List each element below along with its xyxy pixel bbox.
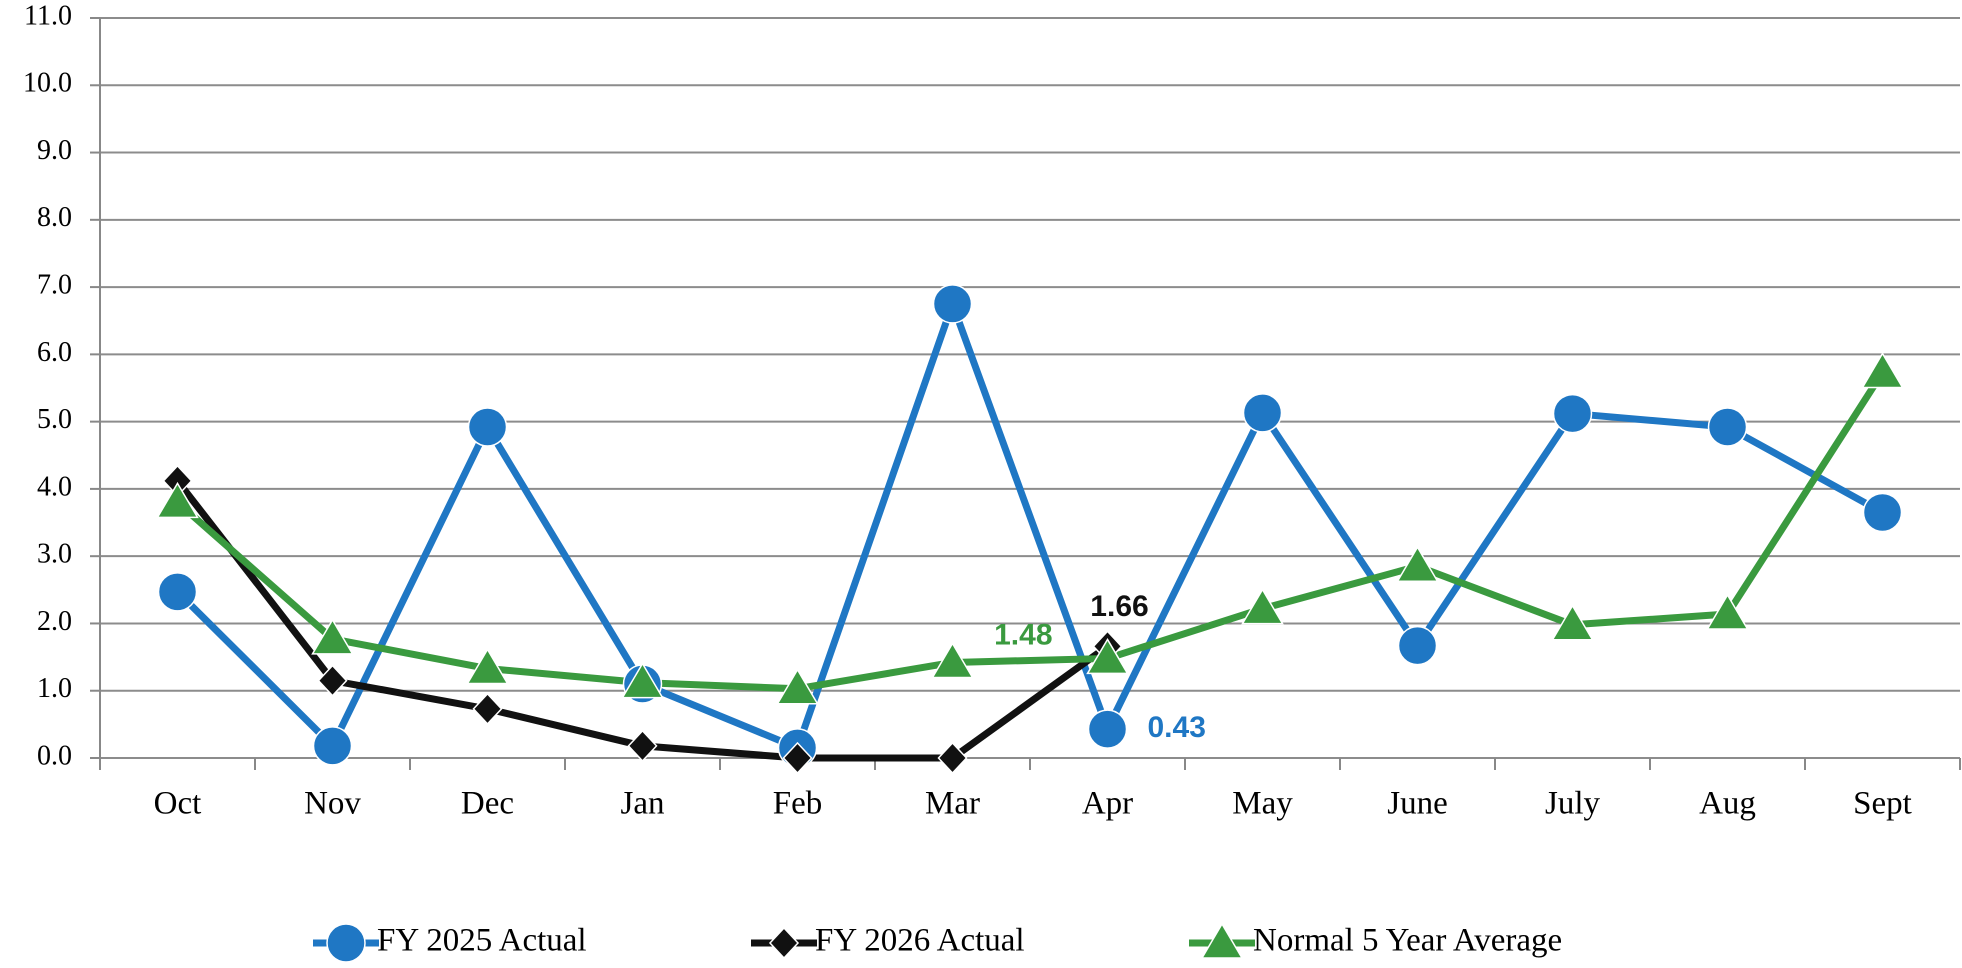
data-label: 0.43 (1148, 711, 1206, 744)
legend-item: FY 2025 Actual (313, 923, 587, 963)
y-tick-label: 7.0 (37, 270, 72, 301)
data-point (932, 284, 973, 324)
data-label: 1.66 (1090, 590, 1148, 623)
data-point (1396, 545, 1439, 583)
data-point (1552, 393, 1593, 434)
x-tick-label: Apr (1082, 786, 1133, 822)
legend-label: FY 2025 Actual (377, 923, 587, 959)
y-tick-label: 2.0 (37, 606, 72, 637)
data-point (157, 572, 198, 612)
data-point (472, 692, 503, 725)
data-point (1242, 393, 1283, 433)
y-tick-label: 1.0 (37, 673, 72, 704)
y-tick-label: 8.0 (37, 202, 72, 233)
data-point (1706, 593, 1749, 630)
x-tick-label: Nov (304, 786, 361, 822)
x-tick-label: June (1387, 786, 1448, 822)
data-point (1397, 625, 1438, 666)
legend-item: FY 2026 Actual (751, 923, 1025, 960)
y-tick-label: 5.0 (37, 404, 72, 435)
y-tick-label: 4.0 (37, 471, 72, 502)
x-tick-label: Dec (461, 786, 514, 822)
data-point (1241, 588, 1284, 625)
data-point (311, 618, 354, 655)
data-point (1707, 407, 1748, 447)
x-tick-label: Aug (1699, 786, 1756, 822)
data-point (466, 648, 509, 685)
data-point (782, 741, 813, 775)
data-point (317, 664, 348, 697)
data-point (937, 741, 968, 775)
legend-marker (1200, 922, 1244, 959)
legend-marker (326, 923, 366, 963)
x-tick-label: Sept (1853, 786, 1912, 822)
legend-label: Normal 5 Year Average (1253, 923, 1562, 959)
y-tick-label: 6.0 (37, 337, 72, 368)
y-tick-label: 11.0 (24, 0, 72, 31)
legend-marker (768, 926, 800, 960)
data-label: 1.48 (994, 618, 1052, 651)
data-point (1862, 492, 1903, 533)
data-point (1861, 352, 1904, 389)
data-point (1087, 709, 1128, 749)
y-tick-label: 3.0 (37, 539, 72, 570)
data-point (467, 407, 508, 447)
data-point (627, 729, 658, 762)
series-line (175, 300, 1885, 752)
data-point (621, 662, 664, 699)
data-point (931, 641, 974, 679)
x-tick-label: July (1545, 786, 1601, 822)
data-point (156, 481, 199, 519)
data-point (312, 726, 353, 766)
legend-item: Normal 5 Year Average (1189, 922, 1562, 959)
x-tick-label: Oct (154, 786, 202, 822)
data-point (776, 668, 819, 705)
x-tick-label: May (1232, 786, 1293, 822)
y-tick-label: 10.0 (23, 68, 72, 99)
legend-label: FY 2026 Actual (815, 923, 1025, 959)
series-line (175, 370, 1886, 693)
data-point (1086, 637, 1129, 675)
x-tick-label: Mar (925, 786, 980, 822)
x-tick-label: Feb (773, 786, 823, 822)
y-tick-label: 0.0 (37, 740, 72, 771)
y-tick-label: 9.0 (37, 135, 72, 166)
data-point (1551, 604, 1594, 641)
series-line (174, 478, 1110, 762)
x-tick-label: Jan (621, 786, 665, 822)
